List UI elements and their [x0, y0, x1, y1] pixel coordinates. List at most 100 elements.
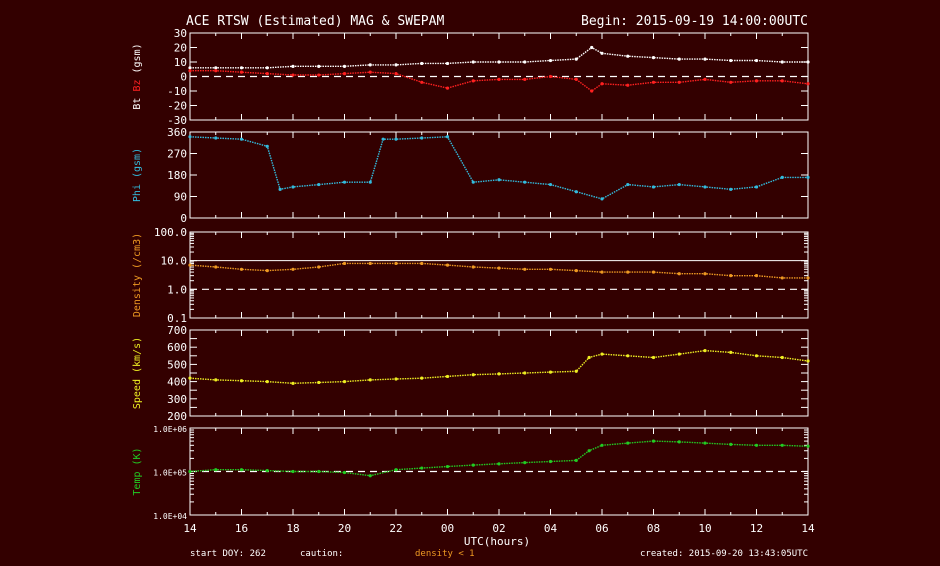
x-tick-label: 08: [647, 522, 660, 535]
x-tick-label: 12: [750, 522, 763, 535]
data-point-speed: [600, 352, 604, 356]
data-point-bz: [600, 82, 604, 86]
x-tick-label: 04: [544, 522, 558, 535]
start-doy: start DOY: 262: [190, 549, 266, 559]
y-tick-label: 0: [180, 71, 187, 84]
data-point-bt: [239, 66, 244, 70]
data-point-phi: [548, 182, 553, 187]
data-point-phi: [214, 136, 218, 140]
data-point-bz: [523, 77, 527, 81]
y-tick-label: 30: [174, 27, 187, 40]
y-tick-label: 300: [167, 393, 187, 406]
x-tick-label: 02: [492, 522, 505, 535]
data-point-speed: [291, 381, 295, 385]
data-point-density: [574, 269, 578, 273]
data-point-bz: [188, 69, 192, 73]
data-point-bt: [368, 63, 372, 67]
series-speed-line: [189, 349, 809, 385]
data-point-speed: [394, 377, 398, 381]
data-point-bz: [729, 80, 733, 84]
data-point-bt: [754, 58, 759, 63]
data-point-phi: [342, 180, 347, 184]
data-point-temp: [806, 444, 810, 448]
y-axis-label: Bt Bz (gsm): [132, 43, 143, 109]
data-point-density: [394, 261, 398, 266]
y-tick-label: 1.0E+04: [153, 512, 187, 521]
data-point-bt: [626, 54, 630, 58]
y-tick-label: 90: [174, 191, 187, 204]
data-point-phi: [239, 137, 244, 141]
data-point-density: [368, 261, 372, 266]
y-tick-label: 500: [167, 358, 187, 371]
y-tick-label: 360: [167, 126, 187, 139]
y-tick-label: 0.1: [167, 312, 187, 325]
data-point-bt: [574, 57, 578, 61]
data-point-speed: [548, 370, 553, 374]
data-point-bz: [703, 77, 707, 81]
data-point-speed: [703, 349, 707, 353]
data-point-bz: [239, 70, 244, 74]
data-point-bt: [806, 60, 810, 64]
y-tick-label: 10: [174, 56, 187, 69]
data-point-bz: [806, 82, 810, 86]
data-point-density: [651, 270, 656, 274]
data-point-speed: [188, 376, 192, 380]
data-point-temp: [548, 459, 553, 464]
data-point-density: [626, 270, 630, 274]
data-point-speed: [445, 374, 450, 379]
data-point-temp: [239, 468, 244, 472]
y-tick-label: 0: [180, 212, 187, 225]
data-point-temp: [471, 463, 475, 467]
data-point-phi: [574, 190, 578, 194]
data-point-density: [806, 276, 810, 280]
data-point-temp: [600, 443, 604, 447]
x-tick-label: 18: [286, 522, 299, 535]
data-point-density: [497, 266, 501, 270]
data-point-phi: [523, 180, 527, 184]
y-tick-label: 200: [167, 410, 187, 423]
data-point-temp: [394, 468, 398, 472]
x-tick-label: 00: [441, 522, 454, 535]
x-tick-label: 10: [698, 522, 711, 535]
data-point-bt: [291, 64, 295, 68]
x-tick-label: 20: [338, 522, 351, 535]
data-point-phi: [497, 178, 501, 182]
data-point-speed: [317, 380, 321, 385]
data-point-bt: [780, 60, 784, 64]
chart-title: ACE RTSW (Estimated) MAG & SWEPAM: [186, 14, 444, 29]
data-point-bt: [497, 60, 501, 64]
data-point-bt: [590, 45, 594, 50]
data-point-speed: [471, 373, 475, 377]
data-point-density: [239, 267, 244, 271]
data-point-temp: [677, 440, 681, 444]
data-point-bz: [368, 70, 372, 74]
data-point-bt: [188, 66, 192, 70]
data-point-speed: [587, 355, 591, 360]
data-point-density: [265, 269, 269, 273]
x-axis-label: UTC(hours): [464, 535, 530, 548]
data-point-density: [523, 267, 527, 271]
data-point-density: [471, 265, 475, 269]
data-point-speed: [239, 379, 244, 383]
created-time: created: 2015-09-20 13:43:05UTC: [640, 549, 808, 559]
y-tick-label: -30: [167, 114, 187, 127]
data-point-phi: [265, 144, 269, 148]
y-tick-label: 1.0E+05: [153, 469, 187, 478]
data-point-speed: [265, 380, 269, 384]
data-point-bz: [651, 80, 656, 84]
data-point-density: [754, 274, 759, 278]
data-point-speed: [497, 372, 501, 376]
data-point-bz: [626, 83, 630, 87]
x-tick-label: 22: [389, 522, 402, 535]
data-point-density: [729, 274, 733, 278]
data-point-bt: [420, 61, 424, 66]
data-point-bt: [265, 66, 269, 70]
data-point-phi: [291, 185, 295, 189]
y-tick-label: 20: [174, 42, 187, 55]
data-point-bz: [754, 79, 759, 83]
data-point-bt: [703, 57, 707, 61]
data-point-phi: [806, 175, 810, 179]
data-point-density: [188, 263, 192, 267]
